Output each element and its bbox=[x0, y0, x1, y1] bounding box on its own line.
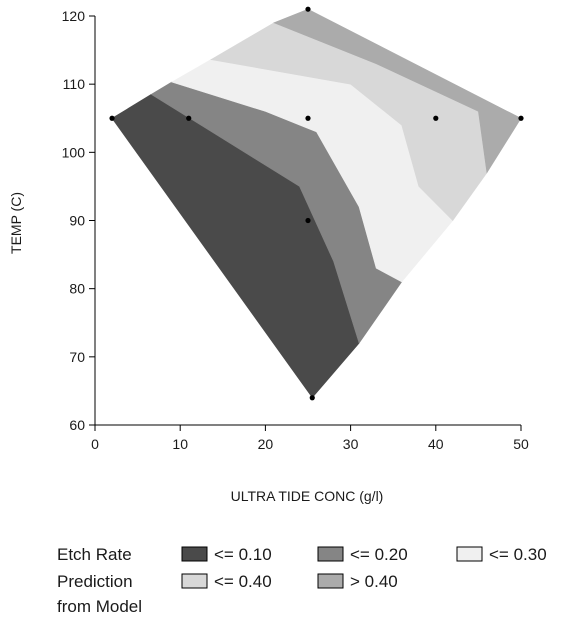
y-tick-label: 110 bbox=[63, 76, 86, 92]
legend-title-line: from Model bbox=[57, 597, 142, 616]
contour-regions bbox=[111, 8, 522, 399]
x-tick-label: 10 bbox=[172, 436, 188, 452]
y-tick-label: 90 bbox=[69, 213, 85, 229]
legend-swatch bbox=[181, 546, 208, 562]
x-tick-label: 0 bbox=[91, 436, 99, 452]
y-tick-label: 60 bbox=[69, 417, 85, 433]
design-point bbox=[309, 395, 315, 401]
axes: 0 10 20 30 40 50 60 70 80 90 100 110 120 bbox=[62, 8, 529, 452]
legend-label: <= 0.10 bbox=[214, 545, 272, 564]
y-axis-title: TEMP (C) bbox=[8, 192, 24, 254]
design-point bbox=[518, 115, 524, 121]
legend-item: <= 0.20 bbox=[317, 545, 408, 564]
design-points bbox=[109, 6, 524, 401]
legend: Etch Rate Prediction from Model <= 0.10 <= 0… bbox=[57, 545, 547, 616]
legend-label: > 0.40 bbox=[350, 572, 398, 591]
legend-label: <= 0.40 bbox=[214, 572, 272, 591]
design-point bbox=[305, 217, 311, 224]
legend-item: <= 0.40 bbox=[181, 572, 272, 591]
y-tick-label: 120 bbox=[62, 8, 86, 24]
y-tick-label: 80 bbox=[69, 281, 85, 297]
legend-label: <= 0.30 bbox=[489, 545, 547, 564]
legend-title-line: Etch Rate bbox=[57, 545, 132, 564]
legend-label: <= 0.20 bbox=[350, 545, 408, 564]
design-point bbox=[305, 115, 311, 121]
legend-swatch bbox=[317, 546, 344, 562]
x-axis-title: ULTRA TIDE CONC (g/l) bbox=[231, 488, 384, 504]
legend-swatch bbox=[181, 573, 208, 589]
legend-item: <= 0.30 bbox=[456, 545, 547, 564]
design-point bbox=[305, 6, 311, 12]
y-tick-label: 70 bbox=[69, 349, 85, 365]
x-tick-label: 20 bbox=[258, 436, 274, 452]
x-tick-label: 30 bbox=[343, 436, 359, 452]
design-point bbox=[186, 115, 192, 121]
legend-swatch bbox=[456, 546, 483, 562]
legend-item: <= 0.10 bbox=[181, 545, 272, 564]
legend-swatch bbox=[317, 573, 344, 589]
design-point bbox=[109, 115, 115, 121]
legend-item: > 0.40 bbox=[317, 572, 398, 591]
x-tick-label: 50 bbox=[513, 436, 529, 452]
design-point bbox=[433, 115, 439, 121]
legend-title-line: Prediction bbox=[57, 572, 133, 591]
x-tick-label: 40 bbox=[428, 436, 444, 452]
y-tick-label: 100 bbox=[62, 144, 86, 160]
